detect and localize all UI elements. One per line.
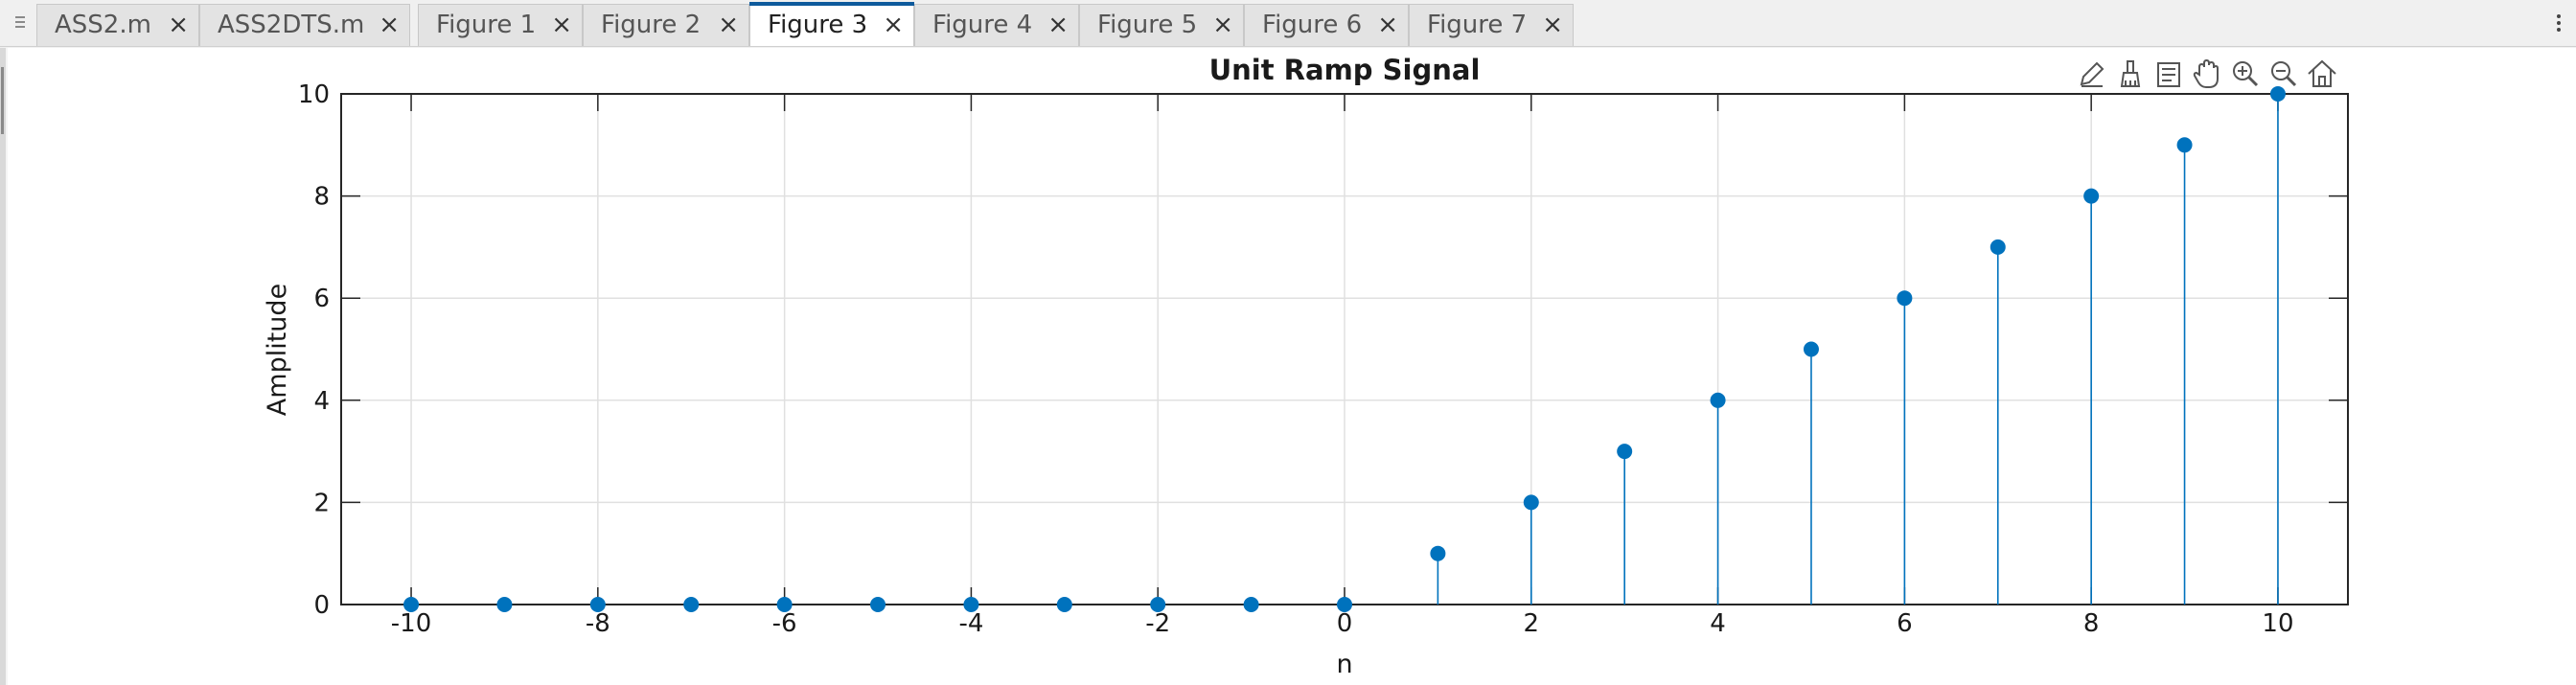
y-tick-label: 6: [313, 285, 330, 313]
stem-marker: [2269, 86, 2286, 102]
close-icon[interactable]: ×: [551, 11, 572, 39]
zoom-in-icon[interactable]: [2227, 56, 2264, 92]
close-icon[interactable]: ×: [168, 11, 189, 39]
grid-lines: [341, 93, 2348, 605]
close-icon[interactable]: ×: [1542, 11, 1563, 39]
y-axis-label: Amplitude: [263, 284, 292, 416]
tab-ass2-m[interactable]: ASS2.m ×: [36, 4, 199, 46]
stem-marker: [1430, 545, 1446, 561]
x-tick-labels: -10 -8 -6 -4 -2 0 2 4 6 8 10: [391, 609, 2294, 638]
stem-marker: [1056, 597, 1072, 612]
stem-marker: [1803, 341, 1819, 357]
close-icon[interactable]: ×: [379, 11, 400, 39]
stem-marker: [1617, 444, 1633, 460]
stem-lines: [1437, 94, 2279, 605]
data-tips-icon[interactable]: [2150, 56, 2187, 92]
x-axis-label: n: [1336, 650, 1352, 679]
close-icon[interactable]: ×: [718, 11, 739, 39]
x-tick-label: 8: [2083, 609, 2100, 638]
stem-marker: [589, 597, 606, 612]
stem-marker: [1337, 597, 1352, 612]
tab-ass2dts-m[interactable]: ASS2DTS.m ×: [199, 4, 410, 46]
tab-figure-3[interactable]: Figure 3 ×: [749, 2, 914, 46]
panel-edge: [0, 48, 6, 685]
more-options-icon[interactable]: [2557, 11, 2563, 34]
figure-area: [8, 48, 2576, 685]
tab-label: Figure 6: [1262, 11, 1363, 39]
y-tick-label: 8: [313, 183, 330, 212]
home-icon[interactable]: [2304, 56, 2340, 92]
zoom-out-icon[interactable]: [2266, 56, 2302, 92]
x-tick-label: 0: [1337, 609, 1353, 638]
stem-marker: [1243, 597, 1259, 612]
grip-icon[interactable]: [13, 13, 27, 33]
x-tick-label: 10: [2262, 609, 2293, 638]
tab-figure-7[interactable]: Figure 7 ×: [1409, 4, 1574, 46]
tab-label: Figure 1: [436, 11, 537, 39]
x-tick-label: 6: [1897, 609, 1913, 638]
x-tick-label: -8: [586, 609, 610, 638]
stem-marker: [403, 597, 420, 612]
stem-marker: [870, 597, 886, 612]
tab-figure-1[interactable]: Figure 1 ×: [418, 4, 583, 46]
y-tick-label: 0: [313, 591, 330, 620]
stem-marker: [2176, 137, 2193, 153]
y-tick-label: 4: [313, 387, 330, 416]
tab-figure-2[interactable]: Figure 2 ×: [583, 4, 749, 46]
close-icon[interactable]: ×: [1377, 11, 1398, 39]
x-tick-label: -10: [391, 609, 431, 638]
close-icon[interactable]: ×: [1212, 11, 1233, 39]
stem-marker: [1150, 597, 1166, 612]
stem-marker: [1523, 494, 1539, 511]
y-tick-label: 10: [298, 80, 330, 109]
chart-title: Unit Ramp Signal: [1209, 54, 1481, 86]
tab-label: ASS2DTS.m: [218, 11, 365, 39]
x-tick-label: -6: [772, 609, 797, 638]
tab-label: Figure 3: [768, 11, 868, 39]
x-tick-label: -2: [1145, 609, 1170, 638]
stem-marker: [2083, 188, 2100, 204]
document-tab-bar: ASS2.m × ASS2DTS.m × Figure 1 × Figure 2…: [0, 0, 2576, 48]
x-tick-label: -4: [958, 609, 983, 638]
tab-figure-6[interactable]: Figure 6 ×: [1244, 4, 1409, 46]
tab-label: ASS2.m: [55, 11, 151, 39]
tab-figure-5[interactable]: Figure 5 ×: [1079, 4, 1244, 46]
stem-marker: [1990, 239, 2006, 255]
tab-label: Figure 7: [1427, 11, 1528, 39]
pan-hand-icon[interactable]: [2189, 56, 2225, 92]
x-tick-label: 4: [1710, 609, 1726, 638]
y-tick-labels: 0 2 4 6 8 10: [298, 80, 330, 620]
stem-marker: [963, 597, 979, 612]
stem-marker: [776, 597, 793, 612]
edit-pen-icon[interactable]: [2074, 56, 2110, 92]
brush-icon[interactable]: [2112, 56, 2149, 92]
tab-label: Figure 4: [932, 11, 1033, 39]
tab-figure-4[interactable]: Figure 4 ×: [914, 4, 1079, 46]
stem-marker: [496, 597, 513, 612]
tab-label: Figure 5: [1097, 11, 1198, 39]
stem-markers: [403, 86, 2286, 612]
tab-label: Figure 2: [601, 11, 702, 39]
stem-marker: [1897, 290, 1913, 307]
close-icon[interactable]: ×: [1047, 11, 1069, 39]
stem-marker: [1710, 392, 1726, 408]
axis-ticks: [341, 93, 2348, 605]
stem-marker: [683, 597, 700, 612]
y-tick-label: 2: [313, 489, 330, 517]
close-icon[interactable]: ×: [883, 11, 904, 39]
x-tick-label: 2: [1524, 609, 1540, 638]
